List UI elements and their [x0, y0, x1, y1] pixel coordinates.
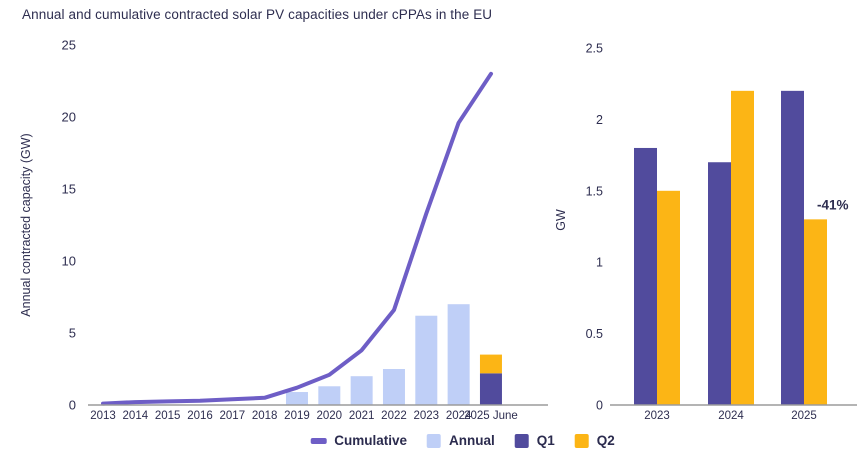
legend-label: Cumulative	[334, 433, 407, 448]
legend-swatch-q1	[514, 433, 529, 448]
y-axis-title: Annual contracted capacity (GW)	[19, 133, 33, 316]
y-tick-label: 0	[596, 399, 603, 413]
x-tick-label: 2025	[791, 410, 817, 422]
figure-title: Annual and cumulative contracted solar P…	[22, 7, 493, 22]
annual-bar-2019	[285, 392, 308, 405]
q2-stacked-bar	[479, 354, 502, 374]
legend-item-q2: Q2	[574, 433, 615, 448]
q2-bar-2023	[657, 190, 680, 405]
legend-swatch-q2	[574, 433, 589, 448]
legend-item-cumulative: Cumulative	[310, 433, 407, 448]
q1-bar-2023	[634, 147, 657, 405]
annual-cumulative-chart: 0 5 10 15 20 25 2013 2014 2015 2016 2017 2018 2019 20…	[19, 38, 548, 422]
annual-bar-2023	[415, 315, 438, 405]
x-tick-label: 2018	[252, 410, 278, 422]
legend-item-annual: Annual	[427, 433, 495, 448]
y-tick-label: 0.5	[586, 327, 603, 341]
legend-label: Q1	[536, 433, 555, 448]
y-tick-label: 20	[62, 110, 76, 125]
x-tick-label: 2022	[381, 410, 407, 422]
x-tick-label: 2019	[284, 410, 310, 422]
x-tick-label: 2024	[718, 410, 744, 422]
annual-bar-2021	[350, 376, 373, 405]
y-tick-label: 0	[69, 398, 76, 413]
x-tick-label: 2025 June	[464, 410, 518, 422]
quarterly-bar-chart: 0 0.5 1 1.5 2 2.5 2023 2024 2025 GW -41%	[555, 42, 857, 422]
annual-bar-2022	[382, 369, 405, 405]
x-tick-label: 2024	[446, 410, 472, 422]
legend-item-q1: Q1	[514, 433, 555, 448]
x-tick-label: 2015	[155, 410, 181, 422]
legend-swatch-cumulative	[310, 437, 327, 444]
x-tick-label: 2020	[317, 410, 343, 422]
x-tick-label: 2023	[414, 410, 440, 422]
legend-label: Q2	[596, 433, 615, 448]
x-tick-label: 2017	[220, 410, 246, 422]
x-tick-label: 2023	[644, 410, 670, 422]
annual-bar-2020	[318, 386, 341, 405]
chart-legend: Cumulative Annual Q1 Q2	[310, 433, 615, 448]
x-tick-label: 2013	[90, 410, 116, 422]
x-tick-label: 2014	[123, 410, 149, 422]
y-tick-label: 15	[62, 182, 76, 197]
cumulative-line	[101, 71, 493, 406]
y-tick-label: 10	[62, 254, 76, 269]
y-tick-label: 5	[69, 326, 76, 341]
y-tick-label: 25	[62, 38, 76, 53]
x-tick-label: 2021	[349, 410, 375, 422]
annual-bar-2024	[447, 304, 470, 405]
q1-stacked-bar	[479, 373, 502, 405]
annotation-label: -41%	[817, 197, 849, 212]
y-tick-label: 2.5	[586, 42, 603, 56]
legend-label: Annual	[449, 433, 495, 448]
q2-bar-2025	[804, 219, 827, 405]
y-tick-label: 2	[596, 113, 603, 127]
y-tick-label: 1.5	[586, 184, 603, 198]
x-tick-label: 2016	[187, 410, 213, 422]
q1-bar-2025	[781, 90, 804, 405]
y-axis-title: GW	[555, 209, 568, 231]
q1-bar-2024	[708, 162, 731, 405]
legend-swatch-annual	[427, 433, 441, 448]
y-tick-label: 1	[596, 256, 603, 270]
q2-bar-2024	[731, 90, 754, 405]
